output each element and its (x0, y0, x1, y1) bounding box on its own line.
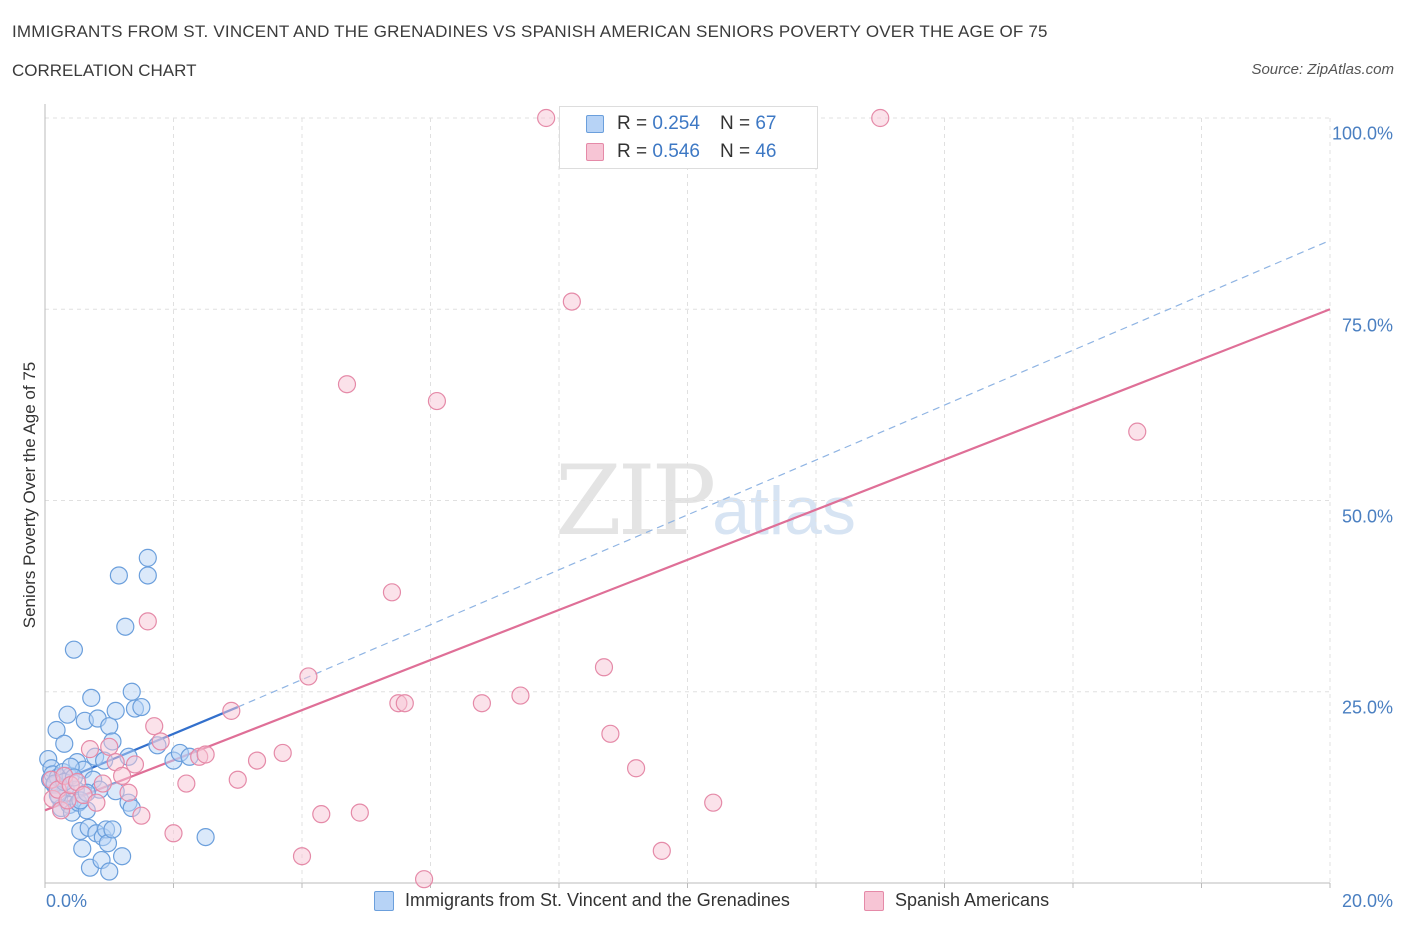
point-immigrants (138, 548, 157, 567)
point-spanish-americans (177, 774, 196, 793)
point-spanish-americans (871, 108, 890, 128)
point-spanish-americans (164, 824, 183, 843)
point-immigrants (55, 734, 74, 753)
legend-n-value: 67 (755, 113, 777, 134)
point-spanish-americans (222, 701, 241, 720)
point-spanish-americans (58, 791, 77, 810)
point-immigrants (73, 839, 92, 858)
point-immigrants (100, 862, 119, 881)
point-spanish-americans (594, 658, 614, 677)
legend-swatch-blue (374, 890, 394, 911)
point-spanish-americans (100, 737, 119, 756)
chart-title: IMMIGRANTS FROM ST. VINCENT AND THE GREN… (12, 22, 1048, 41)
point-spanish-americans (138, 612, 157, 631)
legend-r-value: 0.254 (652, 113, 700, 134)
legend-n-label: N = (719, 113, 751, 134)
point-immigrants (100, 717, 119, 736)
y-tick-50: 50.0% (1341, 506, 1393, 527)
point-immigrants (103, 820, 122, 839)
point-immigrants (82, 688, 101, 707)
point-spanish-americans (196, 745, 215, 764)
legend-n-label: N = (719, 141, 751, 162)
point-spanish-americans (87, 793, 106, 812)
chart-subtitle: CORRELATION CHART (12, 61, 197, 80)
point-spanish-americans (273, 743, 292, 763)
point-spanish-americans (228, 770, 247, 789)
point-spanish-americans (395, 694, 414, 713)
point-spanish-americans (382, 583, 402, 602)
grid (45, 117, 1331, 883)
point-spanish-americans (472, 694, 491, 713)
legend-row-pink: R = 0.546 N = 46 (586, 140, 776, 164)
x-tick-max: 20.0% (1341, 891, 1393, 911)
legend-label-immigrants: Immigrants from St. Vincent and the Gren… (405, 890, 790, 910)
point-spanish-americans (562, 292, 581, 311)
x-tick-min: 0.0% (46, 891, 88, 911)
point-spanish-americans (119, 783, 138, 802)
point-spanish-americans (652, 841, 671, 860)
point-spanish-americans (125, 755, 145, 774)
point-spanish-americans (247, 751, 267, 770)
point-spanish-americans (704, 793, 723, 812)
point-immigrants (64, 640, 84, 659)
point-immigrants (47, 720, 66, 740)
point-spanish-americans (337, 375, 357, 394)
point-spanish-americans (511, 686, 530, 705)
point-spanish-americans (80, 740, 100, 759)
point-immigrants (132, 697, 151, 717)
point-immigrants (109, 566, 128, 585)
point-immigrants (112, 847, 132, 866)
point-spanish-americans (414, 870, 434, 889)
point-immigrants (116, 617, 135, 636)
point-immigrants (196, 827, 215, 847)
point-spanish-americans (145, 717, 164, 736)
point-spanish-americans (292, 847, 312, 866)
point-immigrants (138, 566, 157, 585)
trend-spanish-americans (44, 308, 1331, 812)
point-spanish-americans (93, 774, 112, 793)
point-spanish-americans (537, 108, 556, 128)
point-spanish-americans (132, 806, 151, 825)
trend-immigrants-extrapolated (237, 239, 1331, 708)
point-immigrants (106, 701, 125, 720)
point-spanish-americans (151, 732, 170, 751)
legend-swatch-blue (586, 115, 604, 133)
legend-swatch-pink (586, 143, 604, 161)
stats-legend: R = 0.254 N = 67 R = 0.546 N = 46 (559, 106, 818, 169)
point-spanish-americans (350, 803, 369, 822)
legend-label-spanish-americans: Spanish Americans (895, 890, 1050, 910)
legend-n-value: 46 (755, 141, 777, 162)
point-spanish-americans (299, 667, 318, 686)
data-points (39, 108, 1147, 889)
point-immigrants (58, 705, 77, 724)
point-spanish-americans (626, 759, 646, 778)
point-spanish-americans (601, 724, 620, 743)
y-tick-75: 75.0% (1341, 315, 1393, 336)
legend-r-label: R = (617, 113, 648, 134)
y-tick-100: 100.0% (1331, 123, 1393, 144)
y-axis-label: Seniors Poverty Over the Age of 75 (20, 361, 39, 629)
legend-series-spanish-americans[interactable]: Spanish Americans (864, 890, 1049, 911)
y-tick-25: 25.0% (1341, 697, 1393, 718)
trend-lines (44, 239, 1331, 812)
point-immigrants (122, 682, 141, 701)
chart-source: Source: ZipAtlas.com (1251, 61, 1394, 78)
point-spanish-americans (427, 391, 447, 411)
point-spanish-americans (112, 766, 132, 786)
legend-row-blue: R = 0.254 N = 67 (586, 112, 776, 136)
point-spanish-americans (1128, 422, 1147, 441)
legend-r-label: R = (617, 141, 648, 162)
legend-series-immigrants[interactable]: Immigrants from St. Vincent and the Gren… (374, 890, 790, 911)
point-spanish-americans (312, 805, 331, 824)
legend-r-value: 0.546 (652, 141, 700, 162)
legend-swatch-pink (864, 890, 884, 911)
